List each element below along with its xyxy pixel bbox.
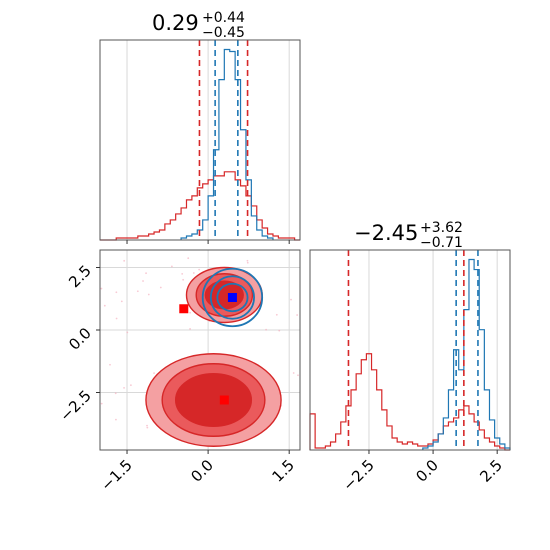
sample-point	[278, 329, 281, 332]
sample-point	[120, 300, 123, 303]
marginal-histogram-param1: 0.29 +0.44 −0.45	[99, 10, 301, 244]
sample-point	[198, 268, 201, 271]
axis-frame	[99, 249, 301, 451]
sample-point	[297, 374, 299, 377]
sample-point	[146, 424, 148, 427]
sample-point	[189, 328, 191, 330]
marker-square	[219, 395, 229, 405]
joint-inner	[100, 250, 300, 450]
axis-frame	[99, 39, 301, 241]
sample-point	[115, 291, 118, 294]
sample-point	[265, 328, 268, 331]
sample-point	[296, 314, 299, 316]
sample-point	[146, 426, 149, 429]
sample-point	[292, 372, 295, 374]
y-tick-label: 2.5	[65, 262, 95, 292]
sample-point	[136, 290, 139, 293]
sample-point	[147, 293, 150, 296]
title-param1-minus: −0.45	[202, 25, 245, 41]
sample-point	[275, 313, 278, 316]
sample-point	[100, 287, 103, 290]
x-tick-label: 0.0	[187, 456, 217, 486]
sample-point	[189, 311, 192, 314]
sample-point	[129, 384, 132, 387]
blue-contour	[209, 275, 255, 320]
x-tick-label: 2.5	[476, 456, 506, 486]
sample-point	[145, 272, 147, 275]
sample-point	[115, 317, 118, 320]
sample-point	[182, 278, 185, 281]
sample-point	[100, 402, 103, 405]
x-tick-label: 1.5	[268, 456, 298, 486]
sample-point	[115, 418, 117, 421]
title-param2-minus: −0.71	[420, 235, 463, 251]
marginal-histogram-param2: −2.45 +3.62 −0.71 −2.5 0.0 2.5	[309, 220, 511, 495]
blue-contour	[216, 282, 249, 313]
x-tick-label: 0.0	[412, 456, 442, 486]
sample-point	[109, 363, 111, 366]
sample-point	[192, 272, 195, 274]
x-tick-label: −1.5	[97, 456, 135, 494]
x-tick-label: −2.5	[339, 456, 377, 494]
axis-frame	[309, 249, 511, 451]
marker-square	[227, 293, 237, 302]
sample-point	[246, 261, 249, 264]
sample-point	[123, 259, 126, 262]
histogram-series	[422, 258, 511, 450]
sample-point	[123, 386, 125, 389]
sample-point	[246, 259, 249, 262]
red-contour	[174, 373, 253, 427]
sample-point	[159, 286, 162, 289]
blue-contour	[201, 267, 264, 328]
sample-point	[153, 372, 155, 375]
histogram-series	[309, 353, 510, 451]
title-param2-value: −2.45	[354, 221, 418, 245]
sample-point	[103, 304, 106, 307]
title-param2-plus: +3.62	[420, 220, 463, 236]
sample-point	[187, 257, 190, 260]
title-param1-value: 0.29	[152, 11, 199, 35]
sample-point	[114, 392, 117, 395]
y-tick-label: −2.5	[56, 387, 94, 425]
sample-point	[126, 331, 129, 334]
sample-point	[181, 273, 184, 275]
histogram-series	[100, 171, 300, 241]
marker-square	[179, 304, 189, 314]
joint-contour-plot: −1.5 0.0 1.5 2.5 0.0 −2.5	[56, 249, 301, 495]
y-tick-label: 0.0	[65, 324, 95, 354]
sample-point	[142, 280, 144, 282]
title-param1-plus: +0.44	[202, 10, 245, 26]
histogram-series	[180, 48, 274, 240]
sample-point	[290, 298, 292, 301]
sample-point	[170, 265, 173, 268]
